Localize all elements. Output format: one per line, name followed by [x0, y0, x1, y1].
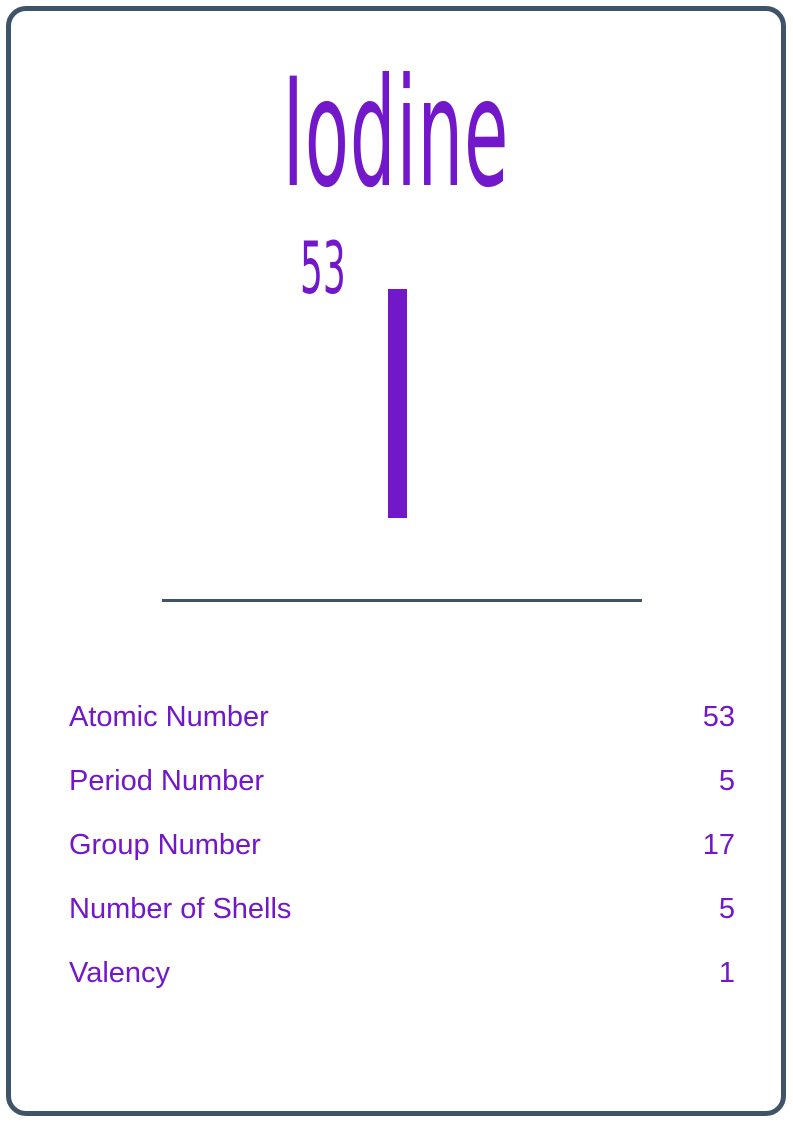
properties-list: Atomic Number 53 Period Number 5 Group N…: [69, 701, 735, 1021]
property-row-group-number: Group Number 17: [69, 829, 735, 893]
property-value: 5: [718, 765, 735, 797]
property-label: Number of Shells: [69, 893, 292, 925]
element-symbol-text: I: [388, 289, 389, 290]
property-row-atomic-number: Atomic Number 53: [69, 701, 735, 765]
property-row-number-of-shells: Number of Shells 5: [69, 893, 735, 957]
atomic-number-superscript: 53: [300, 226, 346, 310]
element-symbol: I: [388, 289, 407, 518]
property-label: Valency: [69, 957, 171, 989]
property-label: Group Number: [69, 829, 261, 861]
property-row-valency: Valency 1: [69, 957, 735, 1021]
property-value: 5: [718, 893, 735, 925]
property-row-period-number: Period Number 5: [69, 765, 735, 829]
divider: [162, 599, 642, 602]
property-label: Atomic Number: [69, 701, 269, 733]
property-value: 1: [718, 957, 735, 989]
element-name: Iodine: [282, 47, 510, 221]
property-value: 53: [702, 701, 735, 733]
element-card: Iodine 53 I Atomic Number 53 Period Numb…: [6, 6, 786, 1116]
property-label: Period Number: [69, 765, 265, 797]
property-value: 17: [702, 829, 735, 861]
